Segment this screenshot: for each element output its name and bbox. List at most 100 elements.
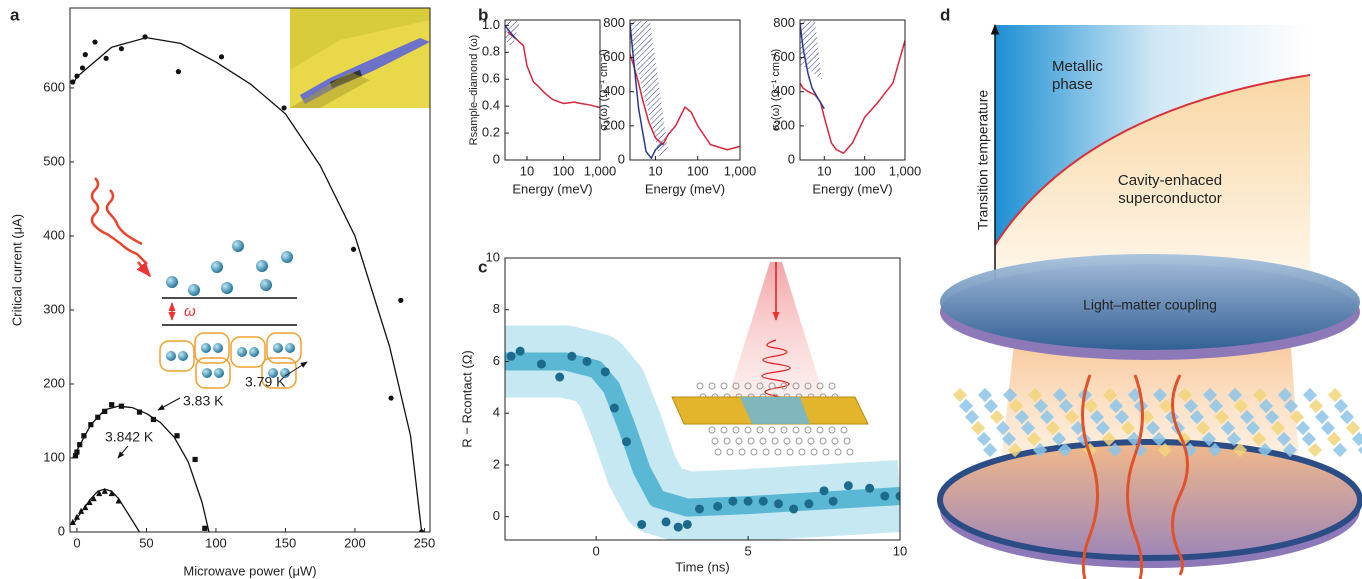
point	[388, 395, 394, 401]
lattice-cell	[1258, 398, 1274, 414]
line	[505, 24, 517, 40]
lattice-cell	[1102, 387, 1118, 403]
lattice-cell	[1120, 420, 1136, 436]
plot-area	[505, 24, 600, 109]
point	[77, 442, 83, 448]
point	[843, 481, 853, 491]
lattice-cell	[964, 409, 980, 425]
lattice-cell	[1232, 442, 1248, 458]
point	[743, 496, 753, 506]
point	[115, 497, 122, 504]
point	[895, 491, 900, 501]
line	[800, 40, 905, 154]
point	[95, 414, 101, 420]
point	[582, 356, 592, 366]
y-tick-label: 400	[773, 83, 795, 98]
lattice-atom	[834, 448, 842, 456]
y-tick-label: 200	[43, 375, 65, 390]
plot-area	[800, 23, 905, 154]
sem-photo	[290, 8, 430, 108]
point	[78, 507, 85, 514]
series-label: 3.79 K	[245, 374, 286, 390]
lattice-atom	[708, 426, 716, 434]
lattice-atom	[726, 448, 734, 456]
region-label: Cavity-enhaced superconductor	[1117, 172, 1223, 207]
y-tick-label: 200	[773, 117, 795, 132]
point	[506, 351, 516, 361]
lattice-cell	[1208, 398, 1224, 414]
lattice-cell	[1257, 442, 1273, 458]
point	[108, 489, 115, 497]
x-tick-label: 10	[817, 163, 831, 178]
lattice-atom	[774, 448, 782, 456]
axis-label: Light–matter coupling	[1083, 297, 1217, 313]
lattice-cell	[1052, 387, 1068, 403]
x-axis-label: Time (ns)	[675, 559, 729, 574]
lattice-atom	[756, 426, 764, 434]
lattice-atom	[744, 426, 752, 434]
y-tick-label: 0.2	[482, 125, 500, 140]
lattice-atom	[816, 382, 824, 390]
x-tick-label: 50	[139, 535, 153, 550]
y-axis-label: σ₂(ω) (Ω⁻¹ cm⁻¹)	[770, 49, 782, 131]
lattice-cell	[1114, 409, 1130, 425]
point	[661, 517, 671, 527]
x-axis-label: Energy (meV)	[812, 181, 892, 196]
lattice-cell	[1302, 387, 1318, 403]
x-tick-label: 10	[893, 543, 907, 558]
point	[637, 519, 647, 529]
lattice-atom	[840, 426, 848, 434]
lattice-cell	[1226, 431, 1242, 447]
lattice-cell	[1014, 409, 1030, 425]
y-tick-label: 1.0	[482, 17, 500, 32]
point	[142, 34, 148, 40]
point	[175, 69, 182, 75]
point	[536, 359, 546, 369]
lattice-atom	[792, 426, 800, 434]
lattice-atom	[798, 448, 806, 456]
lattice-atom	[780, 426, 788, 434]
lattice-cell	[970, 420, 986, 436]
lattice-cell	[1332, 442, 1348, 458]
lattice-cell	[1033, 398, 1049, 414]
lattice-cell	[1101, 431, 1117, 447]
point	[88, 422, 94, 428]
point	[555, 372, 565, 382]
point	[92, 39, 98, 45]
lattice-atom	[780, 382, 788, 390]
point	[202, 525, 208, 531]
x-axis-label: Energy (meV)	[645, 181, 725, 196]
y-tick-label: 8	[493, 301, 500, 316]
lattice-cell	[1320, 420, 1336, 436]
lattice-cell	[958, 398, 974, 414]
lattice-atom	[747, 437, 755, 445]
point	[74, 449, 80, 455]
lattice-cell	[1289, 409, 1305, 425]
point	[136, 409, 143, 415]
point	[515, 346, 525, 356]
lattice-atom	[804, 382, 812, 390]
lattice-atom	[732, 426, 740, 434]
point	[118, 46, 125, 52]
y-tick-label: 600	[773, 49, 795, 64]
point	[819, 486, 829, 496]
plot-area	[70, 34, 425, 532]
lattice-atom	[810, 448, 818, 456]
lattice-atom	[804, 426, 812, 434]
line	[72, 488, 141, 532]
point	[398, 297, 404, 303]
point	[82, 503, 89, 511]
series-label: 3.83 K	[183, 393, 224, 409]
point	[673, 522, 683, 532]
point	[865, 483, 875, 493]
lattice-cell	[1039, 409, 1055, 425]
point	[86, 498, 93, 505]
lattice-cell	[1058, 398, 1074, 414]
plot-area	[505, 325, 900, 540]
x-tick-label: 100	[553, 163, 575, 178]
lattice-cell	[1195, 420, 1211, 436]
lattice-cell	[1158, 398, 1174, 414]
lattice-cell	[1270, 420, 1286, 436]
lattice-cell	[1032, 442, 1048, 458]
